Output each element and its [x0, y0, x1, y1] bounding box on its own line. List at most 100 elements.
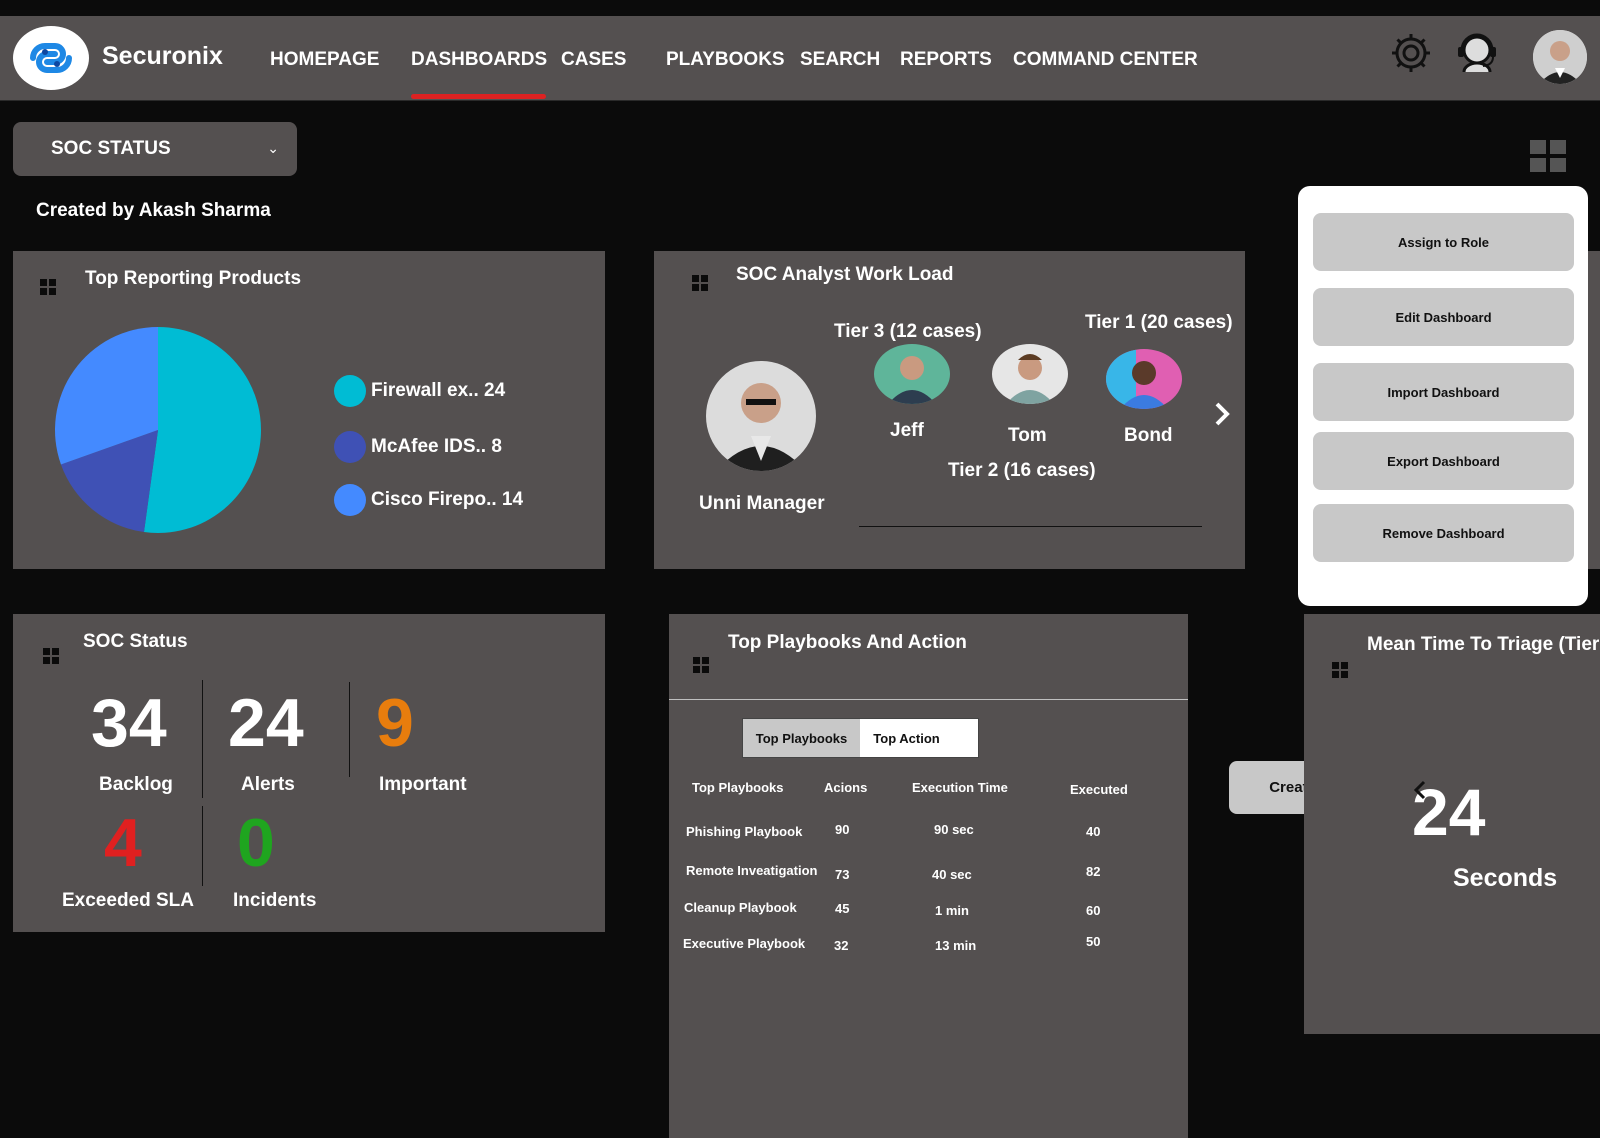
nav-homepage[interactable]: HOMEPAGE — [270, 49, 380, 70]
alerts-value: 24 — [228, 685, 304, 761]
legend-label: Cisco Firepo.. 14 — [371, 489, 524, 510]
brand-name: Securonix — [102, 42, 223, 70]
table-cell: 32 — [834, 938, 849, 953]
drag-handle-icon[interactable] — [43, 648, 59, 664]
analyst-name: Jeff — [890, 420, 924, 441]
important-value: 9 — [376, 685, 414, 761]
nav-command-center[interactable]: COMMAND CENTER — [1013, 49, 1198, 70]
drag-handle-icon[interactable] — [692, 275, 708, 291]
playbook-tabs: Top Playbooks Top Action — [742, 718, 979, 758]
column-header: Executed — [1070, 782, 1128, 797]
legend-swatch — [334, 431, 366, 463]
tab-top-action[interactable]: Top Action — [873, 730, 940, 746]
chevron-down-icon: ⌄ — [267, 140, 279, 156]
triage-value: 24 — [1412, 775, 1486, 849]
incidents-value: 0 — [237, 805, 275, 881]
pie-slice-ciscofirepo[interactable] — [55, 327, 158, 465]
offscreen-panel — [1588, 251, 1600, 569]
exceeded-sla-value: 4 — [104, 805, 142, 881]
support-agent-icon[interactable] — [1452, 28, 1502, 83]
drag-handle-icon[interactable] — [40, 279, 56, 295]
manager-avatar[interactable] — [706, 361, 816, 471]
gear-icon[interactable] — [1388, 30, 1434, 81]
table-cell: 40 — [1086, 824, 1101, 839]
panel-title: Top Reporting Products — [85, 268, 302, 289]
panel-title: Mean Time To Triage (Tier — [1367, 634, 1600, 655]
table-cell: 90 sec — [934, 822, 974, 837]
legend-label: McAfee IDS.. 8 — [371, 436, 502, 457]
edit-dashboard-button[interactable]: Edit Dashboard — [1313, 288, 1574, 346]
analyst-avatar-jeff[interactable] — [874, 344, 950, 404]
export-dashboard-button[interactable]: Export Dashboard — [1313, 432, 1574, 490]
analyst-workload-panel: SOC Analyst Work Load Unni Manager Tier … — [654, 251, 1245, 569]
divider — [202, 680, 203, 798]
tier1-label: Tier 1 (20 cases) — [1085, 312, 1233, 333]
table-cell: 45 — [835, 901, 850, 916]
divider — [202, 806, 203, 886]
pie-slice-firewallex[interactable] — [143, 327, 262, 533]
nav-playbooks[interactable]: PLAYBOOKS — [666, 49, 785, 70]
active-nav-indicator — [411, 94, 546, 99]
table-cell: 82 — [1086, 864, 1101, 879]
manager-name: Unni Manager — [699, 493, 825, 514]
logo-icon — [30, 43, 72, 73]
table-cell[interactable]: Phishing Playbook — [686, 824, 803, 839]
analyst-avatar-bond[interactable] — [1106, 349, 1182, 409]
legend-item: Cisco Firepo.. 14 — [334, 484, 523, 516]
chevron-left-icon[interactable] — [1413, 780, 1427, 805]
nav-reports[interactable]: REPORTS — [900, 49, 992, 70]
divider — [669, 699, 1188, 700]
legend-item: Firewall ex.. 24 — [334, 375, 505, 407]
divider — [349, 682, 350, 777]
tab-top-playbooks[interactable]: Top Playbooks — [743, 719, 860, 757]
table-cell[interactable]: Executive Playbook — [683, 936, 806, 951]
pie-slice-mcafeeids[interactable] — [60, 430, 158, 533]
table-cell[interactable]: Remote Inveatigation — [686, 863, 818, 878]
legend-label: Firewall ex.. 24 — [371, 380, 506, 401]
securonix-logo[interactable] — [13, 26, 89, 90]
mean-time-triage-panel: Mean Time To Triage (Tier 24 Seconds — [1304, 614, 1600, 1034]
table-cell: 1 min — [935, 903, 969, 918]
table-cell: 13 min — [935, 938, 977, 953]
drag-handle-icon[interactable] — [1332, 662, 1348, 678]
panel-title: SOC Status — [83, 631, 188, 652]
created-by-label: Created by Akash Sharma — [36, 200, 271, 221]
grid-view-icon[interactable] — [1530, 140, 1566, 177]
triage-unit: Seconds — [1453, 864, 1558, 892]
table-cell: 50 — [1086, 934, 1101, 949]
nav-dashboards[interactable]: DASHBOARDS — [411, 49, 548, 70]
top-nav-bar: Securonix HOMEPAGE DASHBOARDS CASES PLAY… — [0, 16, 1600, 101]
panel-title: Top Playbooks And Action — [728, 632, 967, 653]
pie-chart — [55, 327, 262, 533]
exceeded-sla-label: Exceeded SLA — [62, 890, 194, 911]
top-playbooks-panel: Top Playbooks And Action Top Playbooks A… — [669, 614, 1188, 1138]
assign-to-role-button[interactable]: Assign to Role — [1313, 213, 1574, 271]
dashboard-select[interactable]: SOC STATUS ⌄ — [13, 122, 297, 176]
chevron-right-icon[interactable] — [1212, 401, 1232, 432]
table-cell: 73 — [835, 867, 850, 882]
column-header: Execution Time — [912, 780, 1008, 795]
column-header: Acions — [824, 780, 868, 795]
tier3-label: Tier 3 (12 cases) — [834, 321, 982, 342]
divider — [859, 526, 1202, 527]
backlog-value: 34 — [91, 685, 167, 761]
analyst-avatar-tom[interactable] — [992, 344, 1068, 404]
tier2-label: Tier 2 (16 cases) — [948, 460, 1096, 481]
nav-search[interactable]: SEARCH — [800, 49, 881, 70]
important-label: Important — [379, 774, 467, 795]
alerts-label: Alerts — [241, 774, 295, 795]
dashboard-options-menu: Assign to Role Edit Dashboard Import Das… — [1298, 186, 1588, 606]
drag-handle-icon[interactable] — [693, 657, 709, 673]
remove-dashboard-button[interactable]: Remove Dashboard — [1313, 504, 1574, 562]
legend-item: McAfee IDS.. 8 — [334, 431, 502, 463]
import-dashboard-button[interactable]: Import Dashboard — [1313, 363, 1574, 421]
table-cell: 90 — [835, 822, 850, 837]
legend-swatch — [334, 484, 366, 516]
nav-cases[interactable]: CASES — [561, 49, 627, 70]
backlog-label: Backlog — [99, 774, 173, 795]
analyst-name: Tom — [1008, 425, 1047, 446]
user-avatar[interactable] — [1533, 30, 1587, 84]
table-cell: 40 sec — [932, 867, 972, 882]
dashboard-select-value: SOC STATUS — [51, 138, 171, 159]
table-cell[interactable]: Cleanup Playbook — [684, 900, 797, 915]
